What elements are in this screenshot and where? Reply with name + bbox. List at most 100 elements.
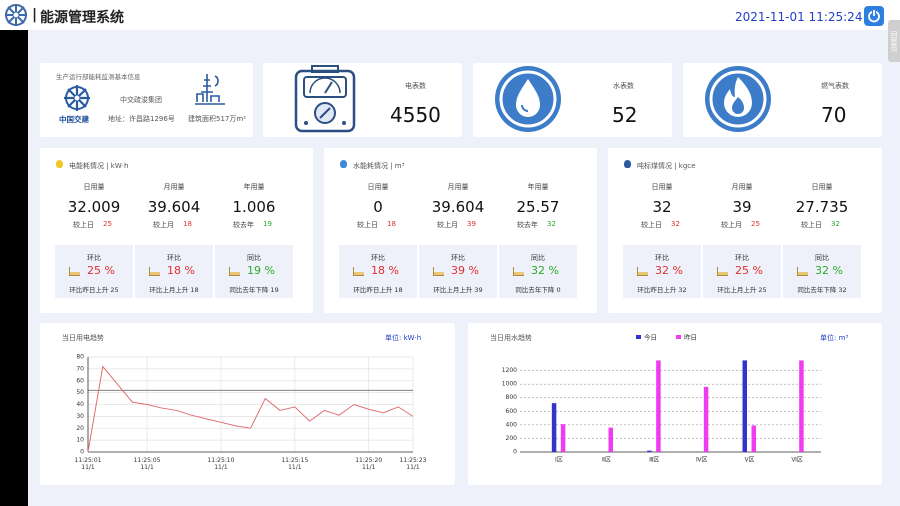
bar — [551, 403, 557, 452]
stat-value: 32 — [652, 198, 672, 216]
ratio-value: 18 % — [167, 264, 195, 277]
compare-value: 32 — [671, 220, 680, 228]
info-heading: 生产运行部能耗监测基本信息 — [56, 73, 141, 81]
compare-value: 32 — [831, 220, 840, 228]
compare-value: 18 — [183, 220, 192, 228]
x-tick-label: 11:25:23 11/1 — [400, 457, 427, 471]
x-tick-label-line: 11:25:01 — [75, 457, 102, 464]
compare-label: 较上日 — [73, 221, 94, 229]
ratio-label: 环比 — [371, 254, 385, 262]
legend-label: 昨日 — [684, 333, 697, 342]
ratio-box — [499, 245, 577, 298]
ratio-box — [339, 245, 417, 298]
stat-label: 月用量 — [447, 183, 469, 191]
stat-value: 39 — [732, 198, 752, 216]
ratio-box — [135, 245, 213, 298]
x-tick-label-line: 11:25:23 — [400, 457, 427, 464]
chart-title: 当日用电趋势 — [62, 333, 104, 342]
legend-label: 今日 — [644, 333, 657, 342]
ratio-label: 同比 — [247, 254, 261, 262]
x-tick-label-line: 11:25:10 — [207, 457, 234, 464]
y-tick-label: 80 — [76, 354, 84, 361]
ratio-icon — [797, 267, 808, 276]
bar — [647, 450, 652, 452]
ratio-icon — [717, 267, 728, 276]
stat-value: 32.009 — [67, 198, 121, 216]
ratio-icon — [69, 267, 80, 276]
ratio-label: 环比 — [87, 254, 101, 262]
ratio-note: 同比去年下降 19 — [229, 286, 279, 294]
ratio-value: 32 % — [655, 264, 683, 277]
stat-value: 1.006 — [232, 198, 276, 216]
logo — [5, 4, 27, 26]
unit-label: 单位: m³ — [820, 333, 848, 342]
header — [0, 0, 900, 30]
unit-label: 单位: kW·h — [385, 333, 421, 342]
power-button[interactable] — [864, 6, 884, 26]
x-tick-label: Ⅳ区 — [696, 457, 708, 464]
compare-value: 18 — [387, 220, 396, 228]
ratio-icon — [229, 267, 240, 276]
bar — [560, 424, 566, 452]
chart-card — [468, 323, 882, 485]
compare-label: 较上日 — [357, 221, 378, 229]
company-logo — [64, 85, 90, 111]
chart-card — [40, 323, 455, 485]
power-icon — [868, 10, 880, 23]
ratio-label: 同比 — [531, 254, 545, 262]
app-title: 能源管理系统 — [40, 10, 124, 26]
x-tick-label: Ⅵ区 — [791, 457, 803, 464]
stat-label: 日用量 — [651, 183, 673, 191]
side-tab[interactable]: 回首页 — [888, 20, 900, 62]
gas-meter-icon — [705, 66, 771, 132]
compare-value: 25 — [751, 220, 760, 228]
stat-value: 27.735 — [795, 198, 849, 216]
y-tick-label: 1200 — [502, 367, 517, 374]
x-tick-label: Ⅱ区 — [602, 457, 611, 464]
meter-value: 70 — [821, 103, 847, 127]
y-tick-label: 800 — [506, 394, 518, 401]
y-tick-label: 60 — [76, 377, 84, 384]
stat-value: 39.604 — [431, 198, 485, 216]
ratio-note: 环比上月上升 39 — [433, 286, 483, 294]
y-tick-label: 50 — [76, 389, 84, 396]
logo-text: 中国交建 — [59, 115, 89, 124]
ratio-box — [55, 245, 133, 298]
company: 中交疏浚集团 — [120, 96, 162, 104]
ratio-icon — [513, 267, 524, 276]
building-icon — [195, 74, 225, 105]
compare-value: 25 — [103, 220, 112, 228]
stat-label: 日用量 — [811, 183, 833, 191]
meter-label: 电表数 — [405, 82, 426, 90]
meter-label: 水表数 — [613, 82, 634, 90]
ratio-icon — [353, 267, 364, 276]
ratio-label: 环比 — [735, 254, 749, 262]
stat-label: 月用量 — [731, 183, 753, 191]
ratio-label: 环比 — [655, 254, 669, 262]
x-tick-label-line: 11:25:05 — [134, 457, 161, 464]
card-icon — [340, 160, 347, 168]
stat-value: 25.57 — [516, 198, 560, 216]
ratio-label: 环比 — [167, 254, 181, 262]
bar — [656, 360, 661, 452]
x-tick-label-line: 11/1 — [406, 464, 420, 471]
x-tick-label: 11:25:10 11/1 — [207, 457, 234, 471]
line-series — [87, 365, 414, 453]
x-tick-label: Ⅰ区 — [555, 457, 563, 464]
y-tick-label: 400 — [506, 421, 518, 428]
compare-label: 较去年 — [517, 221, 538, 229]
x-tick-label-line: 11/1 — [362, 464, 376, 471]
x-tick-label: Ⅴ区 — [744, 457, 754, 464]
ratio-note: 环比昨日上升 32 — [637, 286, 687, 294]
meter-value: 4550 — [390, 103, 441, 127]
meter-value: 52 — [612, 103, 638, 127]
y-tick-label: 0 — [513, 449, 517, 456]
ratio-box — [783, 245, 861, 298]
ratio-note: 环比昨日上升 25 — [69, 286, 119, 294]
stat-value: 39.604 — [147, 198, 201, 216]
card-icon — [56, 160, 63, 168]
bar — [742, 360, 747, 452]
ratio-value: 39 % — [451, 264, 479, 277]
